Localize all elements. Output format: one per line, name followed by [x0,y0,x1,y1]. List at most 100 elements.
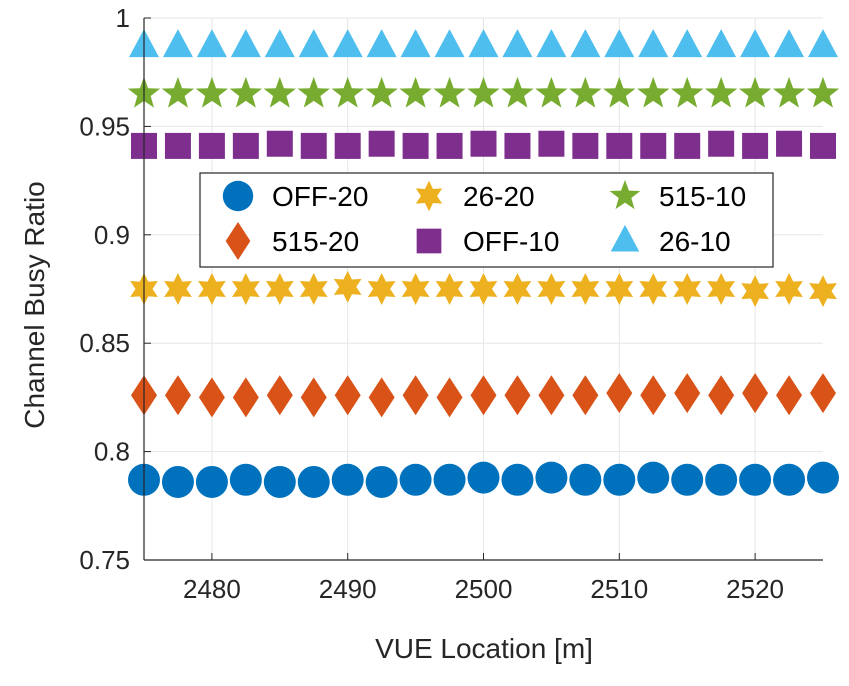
data-point-26-10 [230,29,261,58]
y-tick-label: 0.9 [94,220,130,250]
data-point-OFF-10 [402,132,429,159]
x-tick-label: 2480 [183,574,241,604]
data-point-OFF-10 [810,132,836,159]
data-point-OFF-10 [674,132,701,159]
data-point-26-20 [639,273,668,305]
data-point-OFF-10 [504,132,531,159]
data-point-26-10 [774,29,805,58]
data-point-515-10 [297,76,330,108]
data-point-OFF-10 [334,132,361,159]
data-point-OFF-20 [399,463,432,496]
data-point-OFF-20 [603,463,636,496]
data-point-26-10 [502,29,533,58]
data-point-OFF-20 [297,465,330,498]
legend-item-OFF-20: OFF-20 [222,180,368,212]
data-point-26-10 [298,29,329,58]
data-point-515-20 [470,375,497,416]
data-point-515-20 [742,373,769,414]
series-26-20 [130,270,837,308]
data-point-515-20 [640,375,667,416]
data-point-26-20 [775,273,803,305]
y-tick-label: 1 [116,3,130,33]
data-point-26-10 [162,29,193,58]
data-point-OFF-10 [164,132,191,159]
data-point-26-10 [434,29,465,58]
legend-item-26-10: 26-10 [610,224,731,257]
data-point-OFF-10 [198,132,225,159]
data-point-OFF-20 [229,463,262,496]
data-point-OFF-20 [671,463,704,496]
x-tick-label: 2520 [726,574,784,604]
data-point-515-20 [538,375,565,416]
legend-item-515-20: 515-20 [225,222,359,260]
legend-item-OFF-10: OFF-10 [416,226,559,257]
data-point-26-10 [196,29,227,58]
data-point-26-20 [231,273,260,305]
data-point-26-20 [367,273,396,305]
data-point-515-10 [569,76,602,108]
legend-marker-515-20 [225,222,251,260]
legend-label: OFF-20 [272,181,368,212]
data-point-OFF-20 [467,461,500,494]
data-point-515-10 [637,76,670,108]
data-point-26-10 [536,29,567,58]
data-point-26-20 [571,273,600,305]
data-point-26-10 [638,29,669,58]
legend-marker-515-10 [609,179,641,210]
series-OFF-10 [131,130,836,159]
y-tick-label: 0.85 [79,328,130,358]
data-point-515-20 [606,373,633,414]
data-point-515-20 [776,375,803,416]
data-point-26-20 [469,273,498,305]
data-point-515-10 [671,76,704,108]
legend-label: 515-20 [272,226,359,257]
legend-label: 26-20 [463,181,535,212]
data-point-26-20 [435,273,464,305]
data-point-26-20 [299,273,328,305]
data-point-OFF-20 [637,461,670,494]
data-point-26-10 [400,29,431,58]
data-point-OFF-10 [538,130,565,157]
data-point-OFF-20 [263,465,296,498]
data-point-26-20 [265,273,294,305]
data-point-26-20 [333,270,362,303]
data-point-26-10 [264,29,295,58]
data-point-26-20 [198,273,226,305]
data-point-515-10 [603,76,636,108]
data-point-26-20 [401,273,430,305]
data-point-515-20 [810,373,836,414]
data-point-515-10 [704,76,738,108]
data-point-26-20 [707,273,736,305]
data-point-515-10 [535,76,568,108]
data-point-515-10 [195,76,229,108]
data-point-515-10 [331,76,364,108]
y-tick-label: 0.8 [94,437,130,467]
legend-marker-OFF-20 [222,180,254,212]
x-tick-label: 2490 [319,574,377,604]
legend-box [199,172,774,268]
y-axis-label: Channel Busy Ratio [19,181,50,428]
data-point-515-20 [402,375,429,416]
data-point-OFF-20 [433,463,466,496]
data-point-515-20 [266,375,293,416]
data-point-26-20 [503,273,532,305]
data-point-OFF-20 [331,463,364,496]
x-tick-label: 2510 [590,574,648,604]
data-point-515-10 [738,76,772,108]
data-point-515-20 [232,377,259,418]
y-tick-label: 0.95 [79,111,130,141]
data-point-26-10 [706,29,737,58]
axes [143,17,823,561]
data-point-OFF-20 [535,461,568,494]
data-point-OFF-20 [569,463,602,496]
data-point-515-10 [229,76,263,108]
data-point-515-20 [708,375,735,416]
data-point-26-20 [741,275,769,308]
data-point-515-10 [806,76,840,108]
data-point-26-10 [672,29,703,58]
data-point-515-10 [433,76,466,108]
x-tick-label: 2500 [455,574,513,604]
data-point-515-10 [263,76,296,108]
legend: OFF-20 26-20 515-10 515-20 OFF-10 26-10 [199,172,774,268]
data-point-515-20 [368,377,395,418]
